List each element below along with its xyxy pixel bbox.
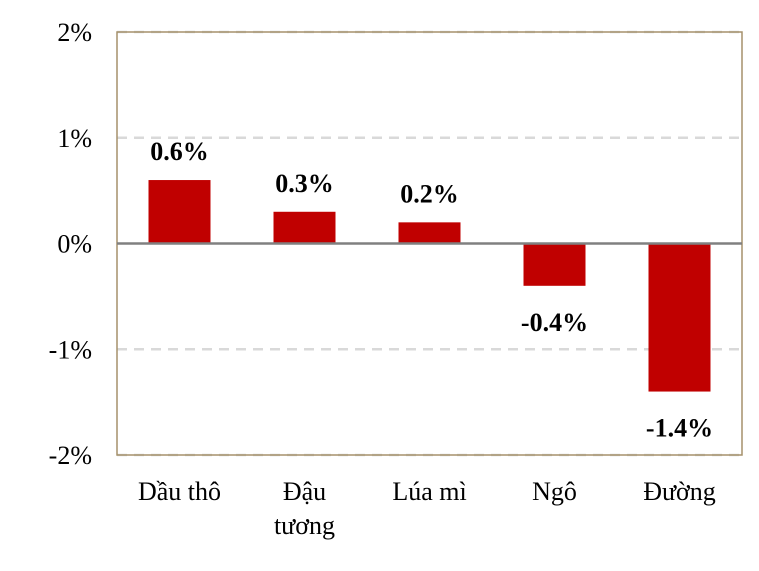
data-label: -0.4% [521,308,588,337]
data-label: 0.2% [400,179,459,208]
bar [398,222,461,244]
bar [273,211,336,244]
bar [648,243,711,392]
axes [116,31,743,456]
category-label: Ngô [532,477,577,506]
data-label: 0.3% [275,169,334,198]
labels: 2% 1% 0% -1% -2% 0.6% 0.3% 0.2% -0.4% -1.4% Dầu th… [49,18,716,540]
y-tick-label: -1% [49,335,92,364]
bars [148,180,711,392]
category-label: Đậu [283,477,326,506]
y-tick-label: 2% [57,18,92,47]
category-label: Dầu thô [138,477,221,506]
category-label: tương [274,511,335,540]
data-label: 0.6% [150,137,209,166]
y-tick-label: 1% [57,124,92,153]
bar [148,180,211,244]
category-label: Đường [643,477,716,506]
category-label: Lúa mì [392,477,466,506]
y-tick-label: -2% [49,441,92,470]
y-tick-label: 0% [57,230,92,259]
data-label: -1.4% [646,414,713,443]
bar [523,243,586,286]
